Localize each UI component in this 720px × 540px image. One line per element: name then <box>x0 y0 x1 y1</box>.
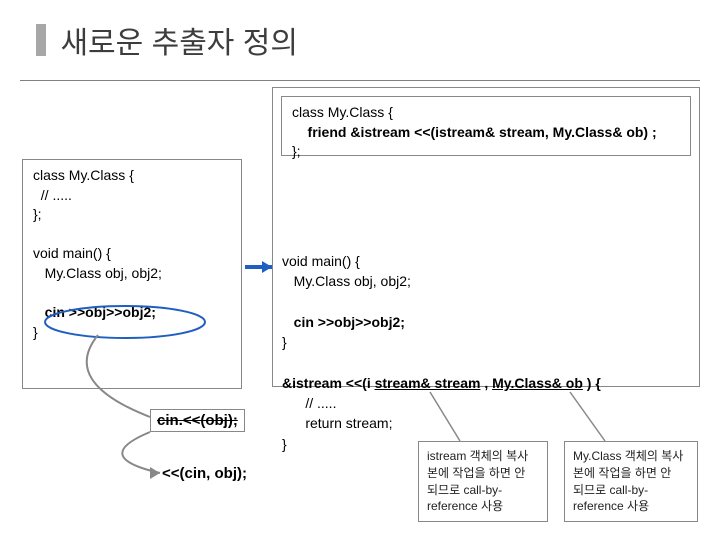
code-line: cin >>obj>>obj2; <box>33 304 156 320</box>
code-line: // ..... <box>33 187 72 203</box>
slide-title-region: 새로운 추출자 정의 <box>0 0 720 62</box>
code-line: cin >>obj>>obj2; <box>282 314 405 330</box>
left-code-box: class My.Class { // ..... }; void main()… <box>22 159 242 389</box>
code-line: class My.Class { <box>33 167 134 183</box>
code-line: } <box>282 436 287 452</box>
code-line: }; <box>33 206 42 222</box>
class-declaration-box: class My.Class { friend &istream <<(istr… <box>281 96 691 156</box>
code-line: &istream <<(i stream& stream , My.Class&… <box>282 375 601 391</box>
right-code-body: void main() { My.Class obj, obj2; cin >>… <box>282 251 692 454</box>
code-line: // ..... <box>282 395 336 411</box>
callout-line: 본에 작업을 하면 안 <box>573 465 689 482</box>
callout-line: 되므로 call-by- <box>573 482 689 499</box>
callout-line: 되므로 call-by- <box>427 482 539 499</box>
code-line: } <box>33 324 38 340</box>
callout-istream: istream 객체의 복사 본에 작업을 하면 안 되므로 call-by- … <box>418 441 548 522</box>
code-line: My.Class obj, obj2; <box>33 265 162 281</box>
strikethrough-expression: cin.<<(obj); <box>150 409 245 432</box>
content-area: class My.Class { friend &istream <<(istr… <box>0 87 720 517</box>
replacement-expression: <<(cin, obj); <box>162 465 247 482</box>
code-line: void main() { <box>282 253 360 269</box>
callout-line: istream 객체의 복사 <box>427 448 539 465</box>
title-accent-bar <box>36 24 46 56</box>
code-line: void main() { <box>33 245 111 261</box>
code-line: friend &istream <<(istream& stream, My.C… <box>292 124 657 140</box>
code-line: }; <box>292 143 301 159</box>
page-title: 새로운 추출자 정의 <box>60 18 297 62</box>
callout-line: reference 사용 <box>573 498 689 515</box>
code-line: return stream; <box>282 415 392 431</box>
callout-line: My.Class 객체의 복사 <box>573 448 689 465</box>
connector-arrow <box>122 432 160 473</box>
horizontal-divider <box>20 80 700 81</box>
arrowhead-icon <box>262 261 272 273</box>
code-line: My.Class obj, obj2; <box>282 273 411 289</box>
arrowhead-icon <box>150 467 160 479</box>
code-line: class My.Class { <box>292 104 393 120</box>
code-line: } <box>282 334 287 350</box>
callout-myclass: My.Class 객체의 복사 본에 작업을 하면 안 되므로 call-by-… <box>564 441 698 522</box>
callout-line: reference 사용 <box>427 498 539 515</box>
callout-line: 본에 작업을 하면 안 <box>427 465 539 482</box>
